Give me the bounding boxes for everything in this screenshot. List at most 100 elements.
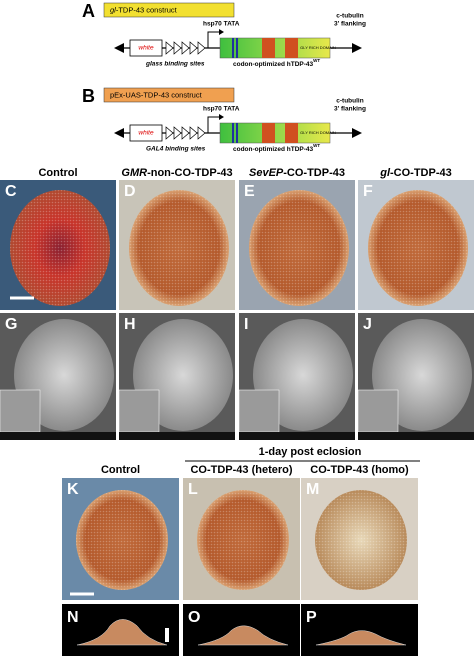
gene-label: codon-optimized hTDP-43WT <box>233 58 320 68</box>
sem-footer <box>358 432 474 440</box>
binding-site <box>181 126 190 140</box>
column-label: CO-TDP-43 (hetero) <box>190 464 292 476</box>
panel-letter: A <box>82 1 95 21</box>
promoter-arrow <box>207 116 220 133</box>
domain-label: GLY RICH DOMAIN <box>300 130 336 135</box>
promoter-label: hsp70 TATA <box>203 21 240 28</box>
panel-letter: E <box>244 183 255 200</box>
column-label: SevEP-CO-TDP-43 <box>249 167 345 179</box>
eye-facets <box>129 190 229 306</box>
binding-site <box>173 126 182 140</box>
binding-site <box>197 41 206 55</box>
right-end <box>352 43 362 53</box>
text-part: -non-CO-TDP-43 <box>147 167 233 179</box>
domain-bar <box>232 38 234 58</box>
scale-bar <box>165 628 169 642</box>
domain-label: GLY RICH DOMAIN <box>300 45 336 50</box>
flank-label: c-tubulin <box>336 98 363 105</box>
text-part: -CO-TDP-43 <box>390 167 452 179</box>
eye-facets <box>76 490 168 590</box>
domain-bar <box>236 38 238 58</box>
column-label: Control <box>101 464 140 476</box>
eye-profile <box>76 619 168 646</box>
text-part: pEx-UAS-TDP-43 construct <box>110 90 203 99</box>
flank-label: c-tubulin <box>336 13 363 20</box>
sem-inset <box>118 389 160 433</box>
panel-letter: D <box>124 183 136 200</box>
domain-bar <box>232 123 234 143</box>
eye-facets <box>249 190 349 306</box>
flank-label: 3' flanking <box>334 21 366 28</box>
rrm-block <box>285 123 298 143</box>
panel-letter: F <box>363 183 373 200</box>
title-box <box>103 87 235 103</box>
text-part: GMR <box>121 167 147 179</box>
binding-site <box>165 126 174 140</box>
text-part: SevEP <box>249 167 284 179</box>
marker-label: white <box>138 130 154 137</box>
sites-label: glass binding sites <box>145 61 205 68</box>
rrm-block <box>262 123 275 143</box>
panel-letter: M <box>306 481 319 498</box>
panel-letter: K <box>67 481 79 498</box>
panel-letter: J <box>363 316 372 333</box>
gene-label: codon-optimized hTDP-43WT <box>233 143 320 153</box>
promoter-head <box>219 29 224 35</box>
sites-label: GAL4 binding sites <box>146 146 206 153</box>
text-part: -TDP-43 construct <box>116 5 178 14</box>
panel-letter: P <box>306 609 317 626</box>
binding-site <box>181 41 190 55</box>
eye-facets <box>197 490 289 590</box>
text-part: codon-optimized hTDP-43 <box>233 61 314 68</box>
column-label: gl-CO-TDP-43 <box>379 167 452 179</box>
marker-box <box>129 124 163 142</box>
text-part: WT <box>313 58 320 63</box>
eye-profile <box>315 630 407 646</box>
binding-site <box>173 41 182 55</box>
panel-letter: C <box>5 183 17 200</box>
binding-site <box>189 41 198 55</box>
panel-letter: N <box>67 609 79 626</box>
profile-photo <box>301 604 418 656</box>
text-part: Control <box>38 167 77 179</box>
promoter-head <box>219 114 224 120</box>
text-part: WT <box>313 143 320 148</box>
column-label: GMR-non-CO-TDP-43 <box>121 167 232 179</box>
left-end <box>114 43 124 53</box>
panel-letter: O <box>188 609 200 626</box>
text-part: gl <box>379 167 391 179</box>
sem-inset <box>357 389 399 433</box>
text-part: codon-optimized hTDP-43 <box>233 146 314 153</box>
construct-title: pEx-UAS-TDP-43 construct <box>110 90 203 99</box>
sem-footer <box>239 432 355 440</box>
section-header: 1-day post eclosion <box>259 446 362 458</box>
panel-letter: H <box>124 316 136 333</box>
promoter-arrow <box>207 31 220 48</box>
sem-footer <box>0 432 116 440</box>
construct-title: gl-TDP-43 construct <box>110 5 178 14</box>
title-box <box>103 2 235 18</box>
panel-letter: B <box>82 86 95 106</box>
promoter-label: hsp70 TATA <box>203 106 240 113</box>
panel-letter: I <box>244 316 248 333</box>
column-label: CO-TDP-43 (homo) <box>310 464 409 476</box>
sem-inset <box>238 389 280 433</box>
rrm-block <box>262 38 275 58</box>
marker-box <box>129 39 163 57</box>
panel-letter: L <box>188 481 198 498</box>
marker-label: white <box>138 45 154 52</box>
binding-site <box>197 126 206 140</box>
eye-facets <box>315 490 407 590</box>
left-end <box>114 128 124 138</box>
right-end <box>352 128 362 138</box>
sem-footer <box>119 432 235 440</box>
text-part: -CO-TDP-43 <box>283 167 345 179</box>
column-label: Control <box>38 167 77 179</box>
eye-profile <box>197 625 289 646</box>
flank-label: 3' flanking <box>334 106 366 113</box>
eye-facets <box>368 190 468 306</box>
sem-inset <box>0 389 41 433</box>
domain-bar <box>236 123 238 143</box>
